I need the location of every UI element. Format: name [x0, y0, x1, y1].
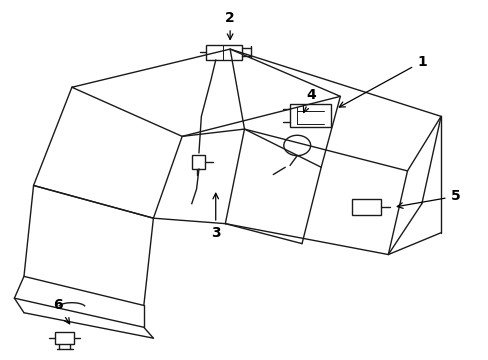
- Text: 4: 4: [303, 87, 316, 113]
- Text: 3: 3: [210, 193, 220, 240]
- FancyBboxPatch shape: [352, 199, 380, 215]
- Text: 5: 5: [396, 189, 459, 208]
- Text: 2: 2: [225, 11, 235, 40]
- FancyBboxPatch shape: [289, 104, 330, 127]
- FancyBboxPatch shape: [206, 45, 242, 60]
- Text: 6: 6: [53, 298, 69, 324]
- FancyBboxPatch shape: [191, 155, 205, 169]
- FancyBboxPatch shape: [55, 332, 74, 344]
- Text: 1: 1: [339, 55, 426, 107]
